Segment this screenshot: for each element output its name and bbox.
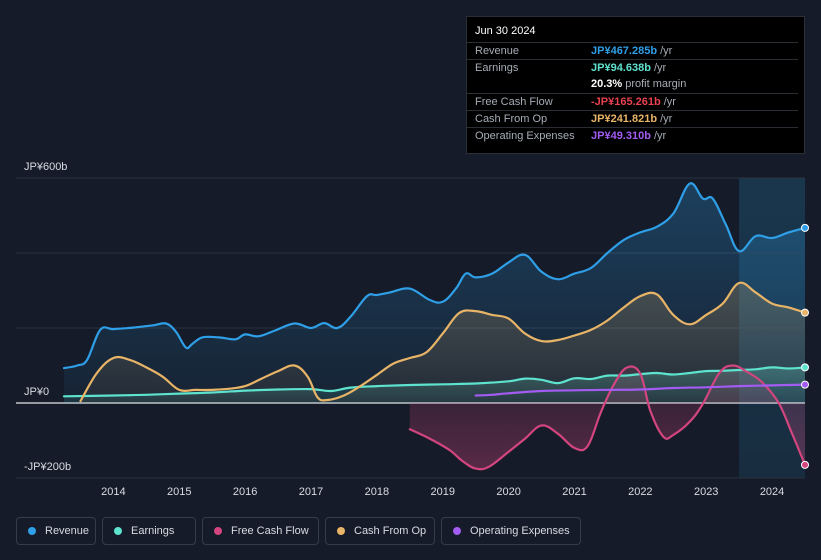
x-tick-label: 2019	[430, 486, 454, 498]
legend-free-cash-flow[interactable]: Free Cash Flow	[202, 517, 319, 545]
tooltip-label: Cash From Op	[475, 113, 548, 125]
operating-expenses-dot-icon	[453, 527, 461, 535]
x-tick-label: 2023	[694, 486, 718, 498]
tooltip-row-cash-from-op: Cash From Op JP¥241.821b/yr	[467, 110, 798, 127]
x-tick-label: 2017	[299, 486, 323, 498]
operating-expenses-line	[474, 383, 807, 397]
tooltip-value: JP¥241.821b/yr	[591, 113, 673, 125]
tooltip-date: Jun 30 2024	[475, 25, 536, 37]
revenue-end-marker[interactable]	[801, 223, 809, 232]
x-tick-label: 2018	[365, 486, 389, 498]
free-cash-flow-dot-icon	[214, 527, 222, 535]
y-tick-label: JP¥600b	[24, 161, 67, 173]
earnings-end-marker[interactable]	[801, 363, 809, 372]
tooltip-label: Revenue	[475, 45, 520, 57]
tooltip-panel: Jun 30 2024 Revenue JP¥467.285b/yr Earni…	[466, 16, 805, 154]
legend-label: Revenue	[45, 525, 90, 537]
tooltip-row-profit-margin: 20.3% profit margin	[467, 76, 798, 93]
y-tick-label: -JP¥200b	[24, 461, 71, 473]
tooltip-value: JP¥49.310b/yr	[591, 130, 667, 142]
legend-label: Cash From Op	[354, 525, 427, 537]
x-tick-label: 2015	[167, 486, 191, 498]
tooltip-row-revenue: Revenue JP¥467.285b/yr	[467, 42, 798, 59]
revenue-line	[62, 182, 807, 370]
chart-area: JP¥600b JP¥0 -JP¥200b 2014 2015 2016 2017 2018…	[16, 161, 809, 498]
tooltip-row-free-cash-flow: Free Cash Flow -JP¥165.261b/yr	[467, 93, 798, 110]
x-tick-label: 2022	[628, 486, 652, 498]
free-cash-flow-line	[408, 364, 807, 471]
revenue-dot-icon	[28, 527, 36, 535]
legend-operating-expenses[interactable]: Operating Expenses	[441, 517, 581, 545]
cash-from-op-dot-icon	[337, 527, 345, 535]
legend-revenue[interactable]: Revenue	[16, 517, 96, 545]
legend-label: Free Cash Flow	[231, 525, 309, 537]
tooltip-value: 20.3% profit margin	[591, 78, 687, 90]
earnings-line	[62, 366, 807, 398]
x-tick-label: 2016	[233, 486, 257, 498]
x-tick-label: 2021	[562, 486, 586, 498]
tooltip-label: Operating Expenses	[475, 130, 575, 142]
legend-label: Operating Expenses	[470, 525, 570, 537]
x-tick-label: 2020	[496, 486, 520, 498]
cash-from-op-end-marker[interactable]	[801, 308, 809, 317]
legend-label: Earnings	[131, 525, 175, 537]
free-cash-flow-end-marker[interactable]	[801, 460, 809, 469]
free-cash-flow-area	[409, 365, 805, 470]
tooltip-label: Free Cash Flow	[475, 96, 553, 108]
legend-cash-from-op[interactable]: Cash From Op	[325, 517, 435, 545]
cash-from-op-line	[79, 281, 807, 403]
tooltip-row-operating-expenses: Operating Expenses JP¥49.310b/yr	[467, 127, 798, 144]
tooltip-row-earnings: Earnings JP¥94.638b/yr	[467, 59, 798, 76]
cash-from-op-area	[80, 282, 805, 403]
tooltip-value: -JP¥165.261b/yr	[591, 96, 676, 108]
legend-earnings[interactable]: Earnings	[102, 517, 196, 545]
x-tick-label: 2024	[760, 486, 784, 498]
tooltip-value: JP¥467.285b/yr	[591, 45, 673, 57]
operating-expenses-end-marker[interactable]	[801, 380, 809, 389]
x-tick-label: 2014	[101, 486, 125, 498]
tooltip-label: Earnings	[475, 62, 519, 74]
earnings-dot-icon	[114, 527, 122, 535]
tooltip-value: JP¥94.638b/yr	[591, 62, 667, 74]
y-tick-label: JP¥0	[24, 386, 49, 398]
